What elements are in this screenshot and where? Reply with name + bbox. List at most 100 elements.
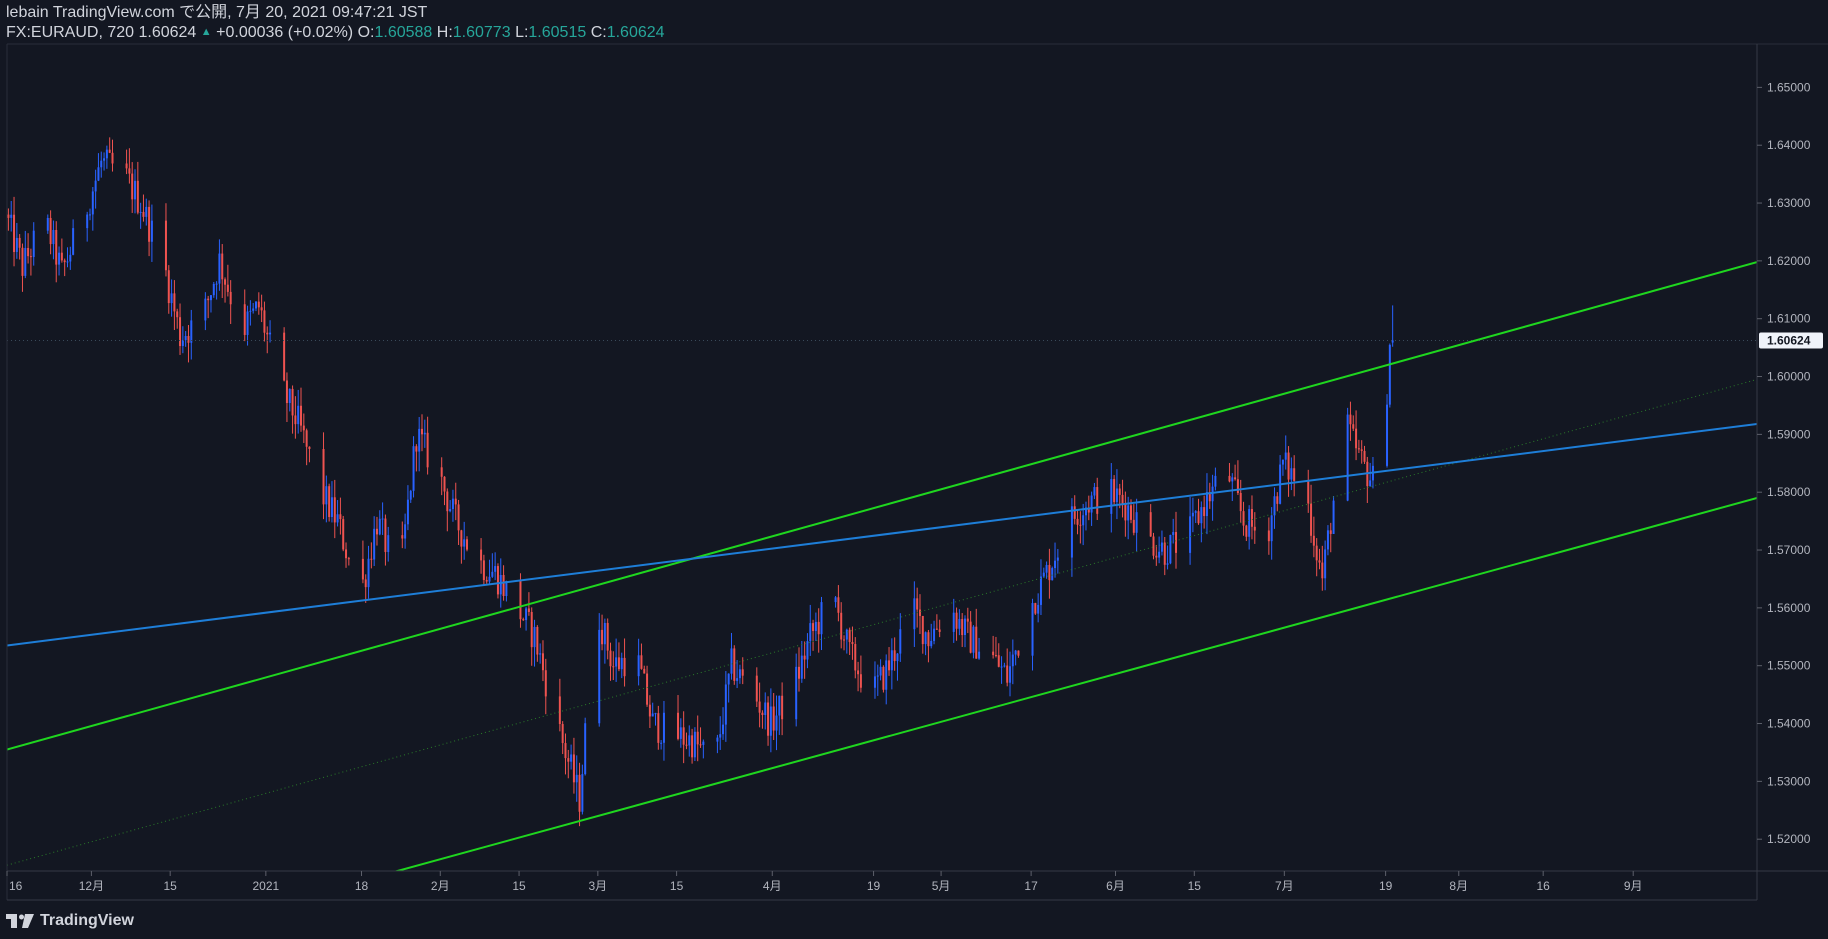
candle-body-down: [1124, 503, 1127, 521]
candle-body-up: [423, 432, 426, 435]
candle-body-up: [958, 619, 961, 629]
candle-body-down: [758, 701, 761, 713]
candle-body-up: [933, 628, 936, 641]
candle-body-up: [930, 640, 933, 647]
candle-body-up: [94, 180, 97, 192]
candle-body-down: [128, 168, 131, 174]
candle-body-up: [181, 340, 184, 347]
candle-body-down: [55, 230, 58, 265]
candle-body-up: [184, 336, 187, 341]
candle-body-down: [854, 644, 857, 671]
price-axis[interactable]: 1.52000 1.53000 1.54000 1.55000 1.56000 1.570…: [1757, 80, 1823, 846]
candle-body-down: [1329, 530, 1332, 534]
candle-body-up: [1189, 516, 1192, 553]
candle-body-down: [328, 486, 331, 518]
candle-body-down: [544, 670, 547, 697]
candle-body-up: [449, 509, 452, 512]
candle-body-down: [370, 558, 373, 560]
candle-body-up: [69, 254, 72, 262]
time-tick-label: 16: [1536, 879, 1550, 893]
candle-body-up: [412, 446, 415, 491]
candle-body-down: [164, 220, 167, 271]
candle-body-up: [1042, 572, 1045, 577]
candle-body-down: [916, 598, 919, 610]
candle-body-down: [606, 622, 609, 651]
price-tick-label: 1.58000: [1767, 485, 1811, 499]
candle-body-up: [702, 741, 705, 745]
candle-body-down: [961, 619, 964, 636]
candle-body-down: [1293, 468, 1296, 482]
candle-body-down: [1250, 509, 1253, 527]
price-tick-label: 1.59000: [1767, 427, 1811, 441]
candle-body-up: [1172, 532, 1175, 535]
candle-body-down: [480, 549, 483, 561]
plot-area[interactable]: [7, 44, 1757, 871]
tradingview-logo[interactable]: TradingView: [6, 910, 134, 932]
candle-body-down: [1228, 475, 1231, 482]
candle-body-down: [308, 446, 311, 449]
candle-body-down: [1352, 424, 1355, 429]
candle-body-up: [662, 712, 665, 743]
symbol-info: FX:EURAUD, 720 1.60624: [6, 24, 197, 41]
candle-body-up: [598, 629, 601, 724]
candle-body-up: [288, 388, 291, 404]
candle-body-down: [1129, 505, 1132, 520]
candle-body-up: [494, 566, 497, 572]
candle-body-down: [446, 491, 449, 512]
candle-body-down: [888, 660, 891, 671]
candle-body-up: [381, 518, 384, 520]
candle-body-up: [1231, 477, 1234, 482]
candle-body-down: [1203, 507, 1206, 517]
candle-body-down: [226, 284, 229, 292]
price-tick-label: 1.61000: [1767, 312, 1811, 326]
candle-body-down: [1307, 481, 1310, 504]
candle-body-up: [809, 623, 812, 642]
candle-body-up: [1054, 560, 1057, 569]
candle-body-up: [716, 737, 719, 742]
candle-body-up: [499, 574, 502, 595]
candle-body-up: [15, 237, 18, 252]
candle-body-up: [100, 160, 103, 168]
candle-body-up: [406, 499, 409, 525]
candle-body-down: [893, 650, 896, 662]
candle-body-up: [1009, 666, 1012, 683]
time-axis[interactable]: 16 12月 15 2021 18 2月 15 3月 15 4月 19 5月 17 6月 15 7月 19 8月 1…: [6, 871, 1643, 893]
candle-body-down: [1073, 506, 1076, 519]
candle-body-down: [496, 566, 499, 595]
candle-body-up: [1014, 650, 1017, 655]
candle-body-down: [657, 713, 660, 743]
candle-body-up: [215, 283, 218, 285]
candle-body-up: [1070, 506, 1073, 558]
candle-body-down: [1197, 511, 1200, 524]
candle-body-up: [575, 774, 578, 783]
candle-body-up: [297, 405, 300, 425]
candle-body-up: [1093, 487, 1096, 496]
candle-body-up: [879, 666, 882, 676]
candle-body-up: [736, 678, 739, 681]
candle-body-down: [918, 609, 921, 616]
candle-body-up: [134, 180, 137, 200]
candle-body-down: [696, 731, 699, 745]
candle-body-down: [1163, 542, 1166, 565]
candle-body-down: [741, 669, 744, 676]
candle-body-up: [1281, 459, 1284, 465]
candle-body-down: [173, 293, 176, 312]
low-value: 1.60515: [528, 24, 587, 41]
candle-body-down: [63, 260, 66, 263]
candle-body-up: [570, 754, 573, 762]
candle-body-down: [1017, 650, 1020, 656]
candle-body-down: [243, 304, 246, 335]
candle-body-up: [91, 191, 94, 215]
candle-body-up: [1205, 492, 1208, 517]
candle-body-up: [1273, 496, 1276, 516]
candle-body-down: [401, 535, 404, 539]
candle-body-down: [29, 256, 32, 258]
candle-body-down: [1267, 530, 1270, 542]
candle-body-up: [795, 666, 798, 720]
candle-body-up: [52, 230, 55, 245]
candle-body-down: [27, 247, 30, 257]
candle-body-down: [1234, 477, 1237, 480]
candle-body-down: [1208, 492, 1211, 502]
candle-body-down: [224, 279, 227, 285]
